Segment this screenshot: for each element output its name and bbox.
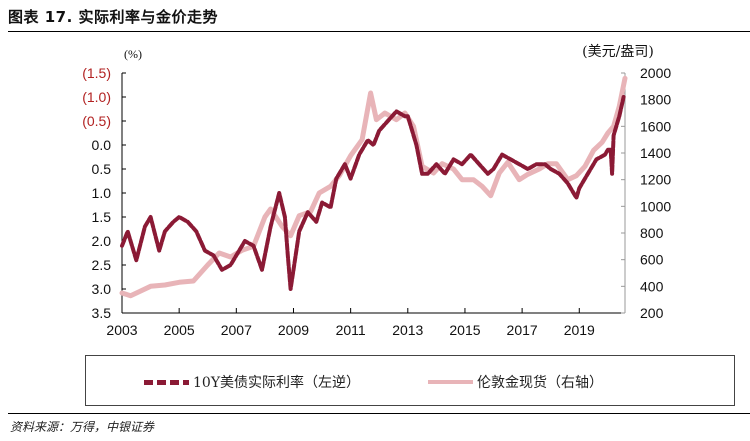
- left-axis-tick-label: 2.5: [92, 257, 112, 273]
- right-axis-tick-label: 1400: [640, 145, 671, 161]
- legend-item-real-rate: 10Y美债实际利率（左逆）: [144, 372, 360, 392]
- left-axis-tick-label: 0.0: [92, 137, 112, 153]
- title-divider: [8, 31, 750, 32]
- left-axis-tick-label: (1.0): [82, 89, 111, 105]
- x-axis-tick-label: 2019: [564, 322, 595, 338]
- left-axis-tick-label: (1.5): [82, 65, 111, 81]
- x-axis-tick-label: 2003: [106, 322, 137, 338]
- dashed-line-icon: [144, 379, 189, 385]
- right-axis-tick-label: 600: [640, 252, 664, 268]
- source-note: 资料来源：万得，中银证券: [10, 420, 155, 434]
- right-axis-tick-label: 400: [640, 278, 664, 294]
- right-axis-tick-label: 200: [640, 305, 664, 321]
- left-axis-tick-label: 3.0: [92, 281, 112, 297]
- real-rate-line: [120, 95, 626, 291]
- left-axis-tick-label: 2.0: [92, 233, 112, 249]
- footer-divider: [8, 413, 750, 414]
- x-axis-tick-label: 2013: [392, 322, 423, 338]
- axes: (1.5) (1.0) (0.5) 0.0 0.5 1.0 1.5 2.0 2.5 3.0 3.5 (…: [82, 44, 671, 338]
- right-axis-tick-label: 1000: [640, 198, 671, 214]
- legend-label-gold: 伦敦金现货（右轴）: [477, 375, 603, 391]
- left-axis-tick-label: 3.5: [92, 305, 112, 321]
- gold-price-line: [119, 75, 628, 299]
- legend-item-gold: 伦敦金现货（右轴）: [428, 372, 603, 392]
- left-axis-tick-label: 1.5: [92, 209, 112, 225]
- chart-title: 图表 17. 实际利率与金价走势: [8, 8, 219, 26]
- x-axis-tick-label: 2017: [507, 322, 538, 338]
- x-axis-tick-label: 2011: [336, 322, 366, 338]
- right-axis-tick-label: 800: [640, 225, 664, 241]
- x-axis-tick-label: 2009: [278, 322, 309, 338]
- chart-plot: (1.5) (1.0) (0.5) 0.0 0.5 1.0 1.5 2.0 2.5 3.0 3.5 (…: [82, 44, 671, 338]
- left-axis-tick-label: 1.0: [92, 185, 112, 201]
- right-axis-tick-label: 1800: [640, 92, 671, 108]
- x-axis-tick-label: 2005: [164, 322, 195, 338]
- series-lines: [119, 75, 628, 299]
- legend-label-real-rate: 10Y美债实际利率（左逆）: [193, 375, 361, 391]
- legend: 10Y美债实际利率（左逆） 伦敦金现货（右轴）: [85, 355, 735, 406]
- left-axis-tick-label: (0.5): [82, 113, 111, 129]
- x-axis-tick-label: 2007: [221, 322, 252, 338]
- right-axis-unit: (美元/盎司): [582, 44, 654, 60]
- right-axis-tick-label: 1600: [640, 118, 671, 134]
- x-axis-tick-label: 2015: [449, 322, 480, 338]
- left-axis-tick-label: 0.5: [92, 161, 112, 177]
- left-axis-unit: (%): [124, 47, 142, 61]
- solid-line-icon: [428, 380, 473, 384]
- right-axis-tick-label: 2000: [640, 65, 671, 81]
- right-axis-tick-label: 1200: [640, 172, 671, 188]
